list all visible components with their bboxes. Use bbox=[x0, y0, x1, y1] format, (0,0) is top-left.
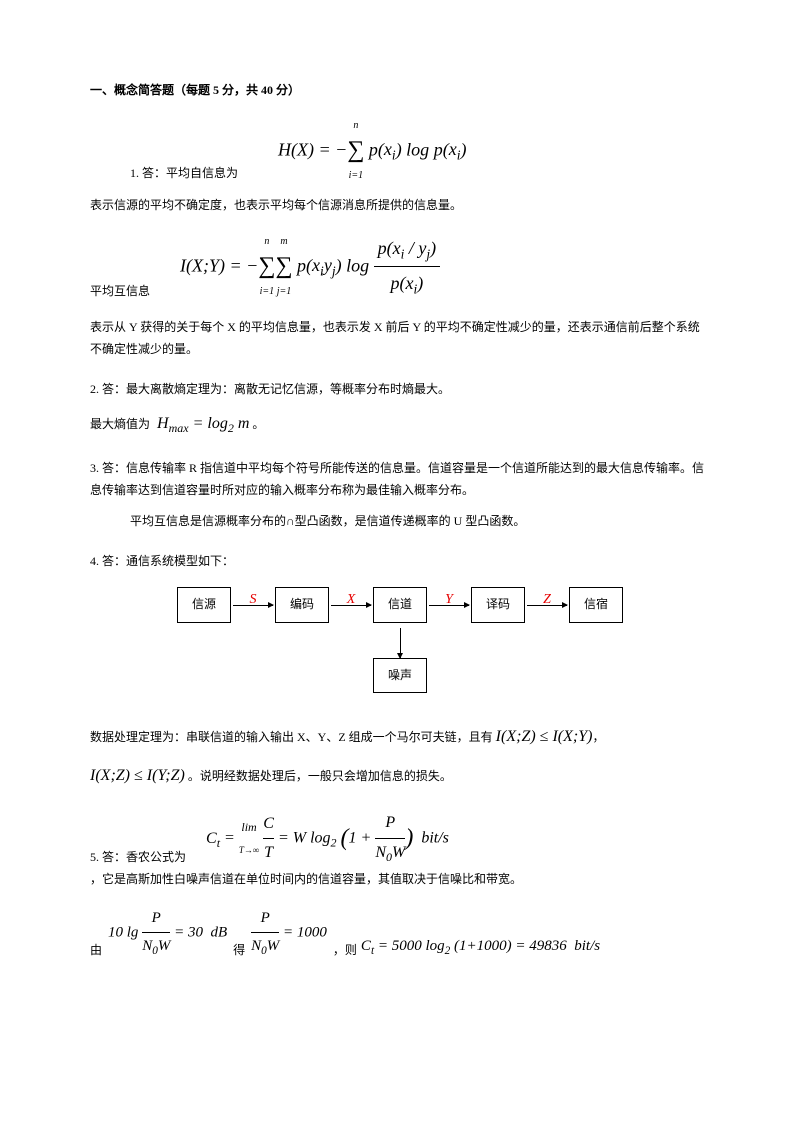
q5-calc1: 10 lg PN0W = 30 dB bbox=[108, 905, 227, 961]
q4-sep: ， bbox=[592, 730, 604, 744]
flow-diagram: 信源 S 编码 X 信道 Y 译码 Z 信宿 bbox=[90, 587, 710, 623]
q5-result: Ct = 5000 log2 (1+1000) = 49836 bit/s bbox=[361, 933, 600, 961]
q1-formula-hx: H(X) = −n∑i=1 p(xi) log p(xi) bbox=[278, 117, 466, 185]
flow-box-sink: 信宿 bbox=[569, 587, 623, 623]
flow-box-decode: 译码 bbox=[471, 587, 525, 623]
flow-label-y: Y bbox=[445, 587, 453, 612]
q2-prefix: 最大熵值为 bbox=[90, 417, 150, 431]
q2-formula: Hmax = log2 m bbox=[157, 415, 249, 432]
down-arrow bbox=[400, 628, 401, 658]
q1-desc2: 表示从 Y 获得的关于每个 X 的平均信息量，也表示发 X 前后 Y 的平均不确… bbox=[90, 317, 710, 360]
q2-suffix: 。 bbox=[252, 417, 264, 431]
q3: 3. 答：信息传输率 R 指信道中平均每个符号所能传送的信息量。信道容量是一个信… bbox=[90, 458, 710, 533]
q4-desc-pre: 数据处理定理为：串联信道的输入输出 X、Y、Z 组成一个马尔可夫链，且有 bbox=[90, 730, 493, 744]
flow-box-noise: 噪声 bbox=[373, 658, 427, 694]
q5-then: ，则 bbox=[333, 940, 357, 962]
q2-line1: 2. 答：最大离散熵定理为：离散无记忆信源，等概率分布时熵最大。 bbox=[90, 379, 710, 401]
q4-f2: I(X;Z) ≤ I(Y;Z) bbox=[90, 767, 185, 784]
q1-prefix: 1. 答：平均自信息为 bbox=[130, 163, 238, 185]
q3-line1: 3. 答：信息传输率 R 指信道中平均每个符号所能传送的信息量。信道容量是一个信… bbox=[90, 458, 710, 501]
flow-label-s: S bbox=[249, 587, 256, 612]
q5-prefix: 5. 答：香农公式为 bbox=[90, 847, 186, 869]
q4: 4. 答：通信系统模型如下： 信源 S 编码 X 信道 Y 译码 Z 信宿 噪声… bbox=[90, 551, 710, 791]
q5-by: 由 bbox=[90, 940, 102, 962]
flow-box-channel: 信道 bbox=[373, 587, 427, 623]
q5: 5. 答：香农公式为 Ct = limT→∞ CT = W log2 (1 + … bbox=[90, 809, 710, 961]
q4-desc-post: 。说明经数据处理后，一般只会增加信息的损失。 bbox=[188, 769, 452, 783]
q5-calc2: PN0W = 1000 bbox=[251, 905, 327, 961]
flow-noise-branch: 噪声 bbox=[90, 628, 710, 694]
q5-shannon: Ct = limT→∞ CT = W log2 (1 + PN0W) bit/s bbox=[206, 809, 449, 869]
q4-line1: 4. 答：通信系统模型如下： bbox=[90, 551, 710, 573]
q1-mi-prefix: 平均互信息 bbox=[90, 281, 150, 303]
q3-line2: 平均互信息是信源概率分布的∩型凸函数，是信道传递概率的 U 型凸函数。 bbox=[130, 511, 710, 533]
flow-label-z: Z bbox=[543, 587, 551, 612]
flow-arrow-1: S bbox=[233, 605, 273, 606]
q5-mid: ，它是高斯加性白噪声信道在单位时间内的信道容量，其值取决于信噪比和带宽。 bbox=[90, 869, 522, 891]
q4-f1: I(X;Z) ≤ I(X;Y) bbox=[496, 728, 593, 745]
flow-arrow-4: Z bbox=[527, 605, 567, 606]
q1-formula-ixy: I(X;Y) = −n∑i=1m∑j=1 p(xiyj) log p(xi / … bbox=[180, 232, 440, 303]
q1: 1. 答：平均自信息为 H(X) = −n∑i=1 p(xi) log p(xi… bbox=[90, 117, 710, 361]
flow-box-source: 信源 bbox=[177, 587, 231, 623]
q1-desc1: 表示信源的平均不确定度，也表示平均每个信源消息所提供的信息量。 bbox=[90, 195, 710, 217]
flow-arrow-2: X bbox=[331, 605, 371, 606]
section-title: 一、概念简答题（每题 5 分，共 40 分） bbox=[90, 80, 710, 102]
q2: 2. 答：最大离散熵定理为：离散无记忆信源，等概率分布时熵最大。 最大熵值为 H… bbox=[90, 379, 710, 440]
q5-get: 得 bbox=[233, 940, 245, 962]
flow-label-x: X bbox=[347, 587, 356, 612]
flow-box-encode: 编码 bbox=[275, 587, 329, 623]
flow-arrow-3: Y bbox=[429, 605, 469, 606]
